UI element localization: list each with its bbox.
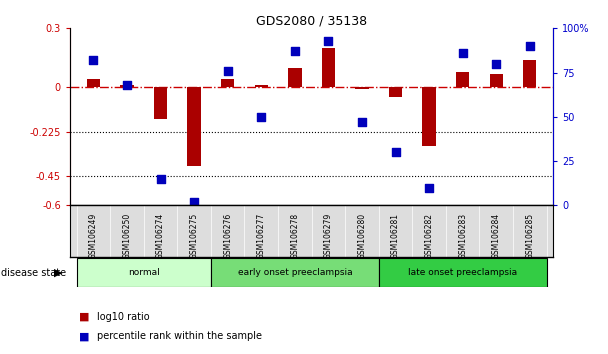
Text: GSM106282: GSM106282 bbox=[424, 213, 434, 259]
Text: GSM106249: GSM106249 bbox=[89, 213, 98, 259]
Text: normal: normal bbox=[128, 268, 160, 277]
Bar bbox=[288, 68, 302, 87]
Point bbox=[323, 38, 333, 44]
Bar bbox=[379, 258, 547, 287]
Bar bbox=[211, 258, 379, 287]
Bar bbox=[322, 48, 335, 87]
Point bbox=[122, 82, 132, 88]
Point bbox=[89, 57, 98, 63]
Bar bbox=[423, 87, 436, 146]
Bar bbox=[77, 258, 211, 287]
Bar bbox=[389, 87, 402, 97]
Text: GSM106250: GSM106250 bbox=[122, 213, 131, 259]
Bar bbox=[523, 60, 536, 87]
Text: GSM106285: GSM106285 bbox=[525, 213, 534, 259]
Point bbox=[525, 43, 534, 49]
Bar bbox=[456, 72, 469, 87]
Bar bbox=[221, 79, 235, 87]
Text: disease state: disease state bbox=[1, 268, 66, 278]
Title: GDS2080 / 35138: GDS2080 / 35138 bbox=[256, 14, 367, 27]
Point bbox=[391, 149, 401, 155]
Text: log10 ratio: log10 ratio bbox=[97, 312, 150, 322]
Text: GSM106275: GSM106275 bbox=[190, 213, 199, 259]
Bar bbox=[255, 85, 268, 87]
Point bbox=[424, 185, 434, 190]
Text: GSM106277: GSM106277 bbox=[257, 213, 266, 259]
Point bbox=[257, 114, 266, 120]
Text: early onset preeclampsia: early onset preeclampsia bbox=[238, 268, 352, 277]
Text: GSM106274: GSM106274 bbox=[156, 213, 165, 259]
Text: GSM106280: GSM106280 bbox=[358, 213, 367, 259]
Text: ■: ■ bbox=[79, 331, 89, 341]
Text: ▶: ▶ bbox=[54, 268, 62, 278]
Bar bbox=[87, 79, 100, 87]
Text: GSM106283: GSM106283 bbox=[458, 213, 467, 259]
Text: GSM106276: GSM106276 bbox=[223, 213, 232, 259]
Text: GSM106284: GSM106284 bbox=[492, 213, 501, 259]
Bar bbox=[187, 87, 201, 166]
Bar bbox=[120, 85, 134, 87]
Text: ■: ■ bbox=[79, 312, 89, 322]
Point bbox=[223, 68, 232, 74]
Point bbox=[156, 176, 165, 182]
Bar bbox=[355, 87, 368, 89]
Point bbox=[290, 48, 300, 54]
Bar bbox=[489, 74, 503, 87]
Bar bbox=[154, 87, 167, 119]
Point bbox=[357, 119, 367, 125]
Point bbox=[458, 50, 468, 56]
Text: percentile rank within the sample: percentile rank within the sample bbox=[97, 331, 262, 341]
Text: GSM106281: GSM106281 bbox=[391, 213, 400, 259]
Point bbox=[491, 61, 501, 67]
Point bbox=[189, 199, 199, 205]
Text: GSM106279: GSM106279 bbox=[324, 213, 333, 259]
Text: GSM106278: GSM106278 bbox=[290, 213, 299, 259]
Text: late onset preeclampsia: late onset preeclampsia bbox=[408, 268, 517, 277]
